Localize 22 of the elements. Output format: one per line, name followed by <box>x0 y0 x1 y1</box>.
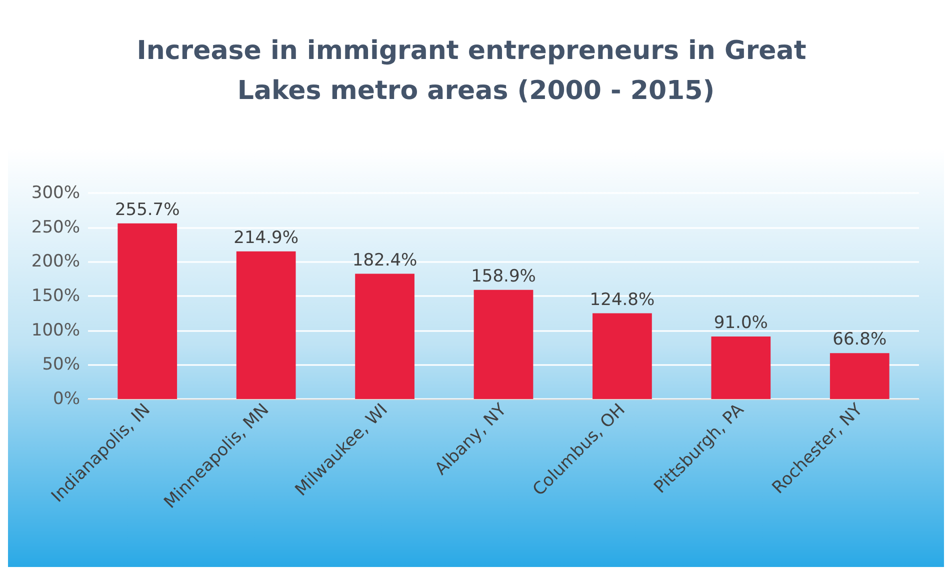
data-label: 255.7% <box>114 200 180 220</box>
bar <box>592 313 652 399</box>
bar <box>355 274 414 399</box>
data-label: 214.9% <box>234 228 298 248</box>
data-label: 182.4% <box>352 250 418 270</box>
chart-title: Increase in immigrant entrepreneurs in Great Lakes metro areas (2000 - 2015) <box>136 36 816 106</box>
data-label: 91.0% <box>714 313 768 334</box>
bar <box>830 353 890 399</box>
y-tick-label: 150% <box>31 286 80 306</box>
y-tick-label: 100% <box>31 320 80 340</box>
y-tick-label: 0% <box>53 389 80 409</box>
y-tick-label: 50% <box>42 354 80 375</box>
bar <box>118 223 178 399</box>
y-tick-label: 250% <box>31 217 80 238</box>
data-label: 158.9% <box>471 266 536 286</box>
y-tick-label: 200% <box>31 252 80 272</box>
bar <box>711 336 771 399</box>
data-label: 124.8% <box>590 290 655 310</box>
bar <box>236 251 296 399</box>
y-tick-label: 300% <box>31 183 80 203</box>
bar <box>474 290 534 399</box>
data-label: 66.8% <box>832 330 887 350</box>
